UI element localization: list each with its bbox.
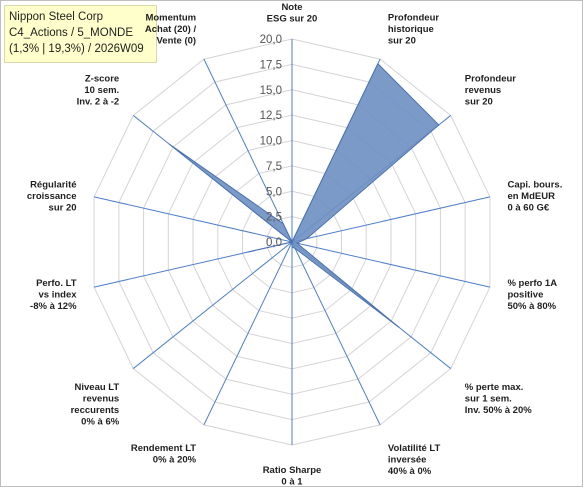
axis-label-8: Rendement LT 0% à 20% <box>131 443 197 466</box>
radar-tick-labels: 0,0 2,5 5,0 7,5 10,0 12,5 15,0 17,5 20,0 <box>260 34 282 249</box>
axis-label-1: Profondeur historique sur 20 <box>388 12 439 46</box>
series-area-0 <box>168 62 440 328</box>
axis-label-9: Niveau LT revenus reccurents 0% à 6% <box>71 382 120 428</box>
tick-label-7: 17,5 <box>260 59 282 71</box>
axis-label-2: Profondeur revenus sur 20 <box>465 74 516 108</box>
axis-label-5: % perte max. sur 1 sem. Inv. 50% à 20% <box>465 382 532 416</box>
tick-label-5: 12,5 <box>260 110 282 122</box>
tick-label-2: 5,0 <box>266 186 282 198</box>
axis-label-11: Régularité croissance sur 20 <box>27 180 77 214</box>
tick-label-4: 10,0 <box>260 136 282 148</box>
radar-series <box>168 62 440 328</box>
tick-label-0: 0,0 <box>266 237 282 249</box>
axis-label-13: Momentum Achat (20) / Vente (0) <box>145 12 197 46</box>
tick-label-8: 20,0 <box>260 34 282 46</box>
spoke-9 <box>132 241 293 369</box>
spoke-8 <box>203 241 293 426</box>
tick-label-3: 7,5 <box>266 161 282 173</box>
tick-label-1: 2,5 <box>266 212 282 224</box>
axis-label-4: % perfo 1A positive 50% à 80% <box>507 278 557 312</box>
spoke-13 <box>203 58 293 243</box>
axis-label-12: Z-score 10 sem. Inv. 2 à -2 <box>77 74 120 108</box>
axis-label-6: Volatilité LT inversée 40% à 0% <box>388 443 441 477</box>
axis-label-3: Capi. bours. en MdEUR 0 à 60 G€ <box>507 180 562 214</box>
axis-label-10: Perfo. LT vs index -8% à 12% <box>30 278 77 312</box>
spoke-3 <box>291 196 491 243</box>
chart-title-category: C4_Actions / 5_MONDE <box>9 27 133 39</box>
radar-axis-labels: Note ESG sur 20 Profondeur historique sur 20… <box>27 2 562 486</box>
chart-title-box: Nippon Steel Corp C4_Actions / 5_MONDE (… <box>4 5 157 63</box>
spoke-11 <box>93 196 293 243</box>
chart-title-company: Nippon Steel Corp <box>9 11 103 23</box>
axis-label-0: Note ESG sur 20 <box>267 2 318 25</box>
tick-label-6: 15,0 <box>260 85 282 97</box>
axis-label-7: Ratio Sharpe 0 à 1 <box>263 465 322 486</box>
spoke-4 <box>291 241 491 288</box>
spoke-6 <box>291 241 381 426</box>
chart-title-stats: (1,3% | 19,3%) / 2026W09 <box>9 43 144 55</box>
